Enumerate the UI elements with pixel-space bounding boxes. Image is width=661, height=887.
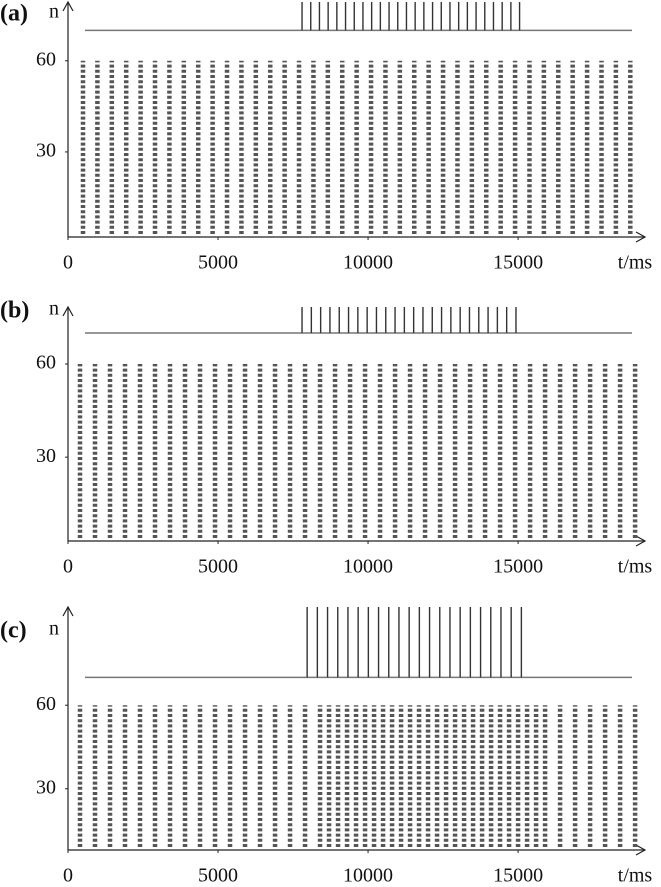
y-axis-label: n: [49, 1, 59, 23]
panel-label: (b): [0, 298, 29, 324]
x-axis-arrow: [635, 231, 647, 243]
x-tick-label: 0: [63, 252, 73, 274]
y-axis-arrow: [62, 305, 74, 317]
x-tick-label: 15000: [493, 556, 543, 578]
y-tick-label: 30: [36, 445, 56, 467]
y-tick-label: 30: [36, 776, 56, 798]
panel-label: (c): [0, 618, 27, 644]
x-axis-label: t/ms: [618, 556, 653, 578]
y-axis-label: n: [49, 298, 59, 320]
x-tick-label: 10000: [343, 865, 393, 887]
x-tick-label: 10000: [343, 252, 393, 274]
y-axis-label: n: [49, 618, 59, 640]
x-axis-label: t/ms: [618, 865, 653, 887]
x-tick-label: 10000: [343, 556, 393, 578]
y-tick-label: 60: [36, 48, 56, 70]
x-tick-label: 5000: [198, 556, 238, 578]
x-tick-label: 5000: [198, 865, 238, 887]
x-tick-label: 15000: [493, 252, 543, 274]
x-tick-label: 15000: [493, 865, 543, 887]
x-axis-arrow: [635, 535, 647, 547]
panel-label: (a): [0, 1, 28, 27]
x-axis-arrow: [635, 844, 647, 856]
x-tick-label: 0: [63, 556, 73, 578]
y-tick-label: 60: [36, 352, 56, 374]
y-axis-arrow: [62, 0, 74, 12]
x-tick-label: 0: [63, 865, 73, 887]
y-tick-label: 30: [36, 140, 56, 162]
x-tick-label: 5000: [198, 252, 238, 274]
y-axis-arrow: [62, 605, 74, 617]
y-tick-label: 60: [36, 693, 56, 715]
x-axis-label: t/ms: [618, 252, 653, 274]
